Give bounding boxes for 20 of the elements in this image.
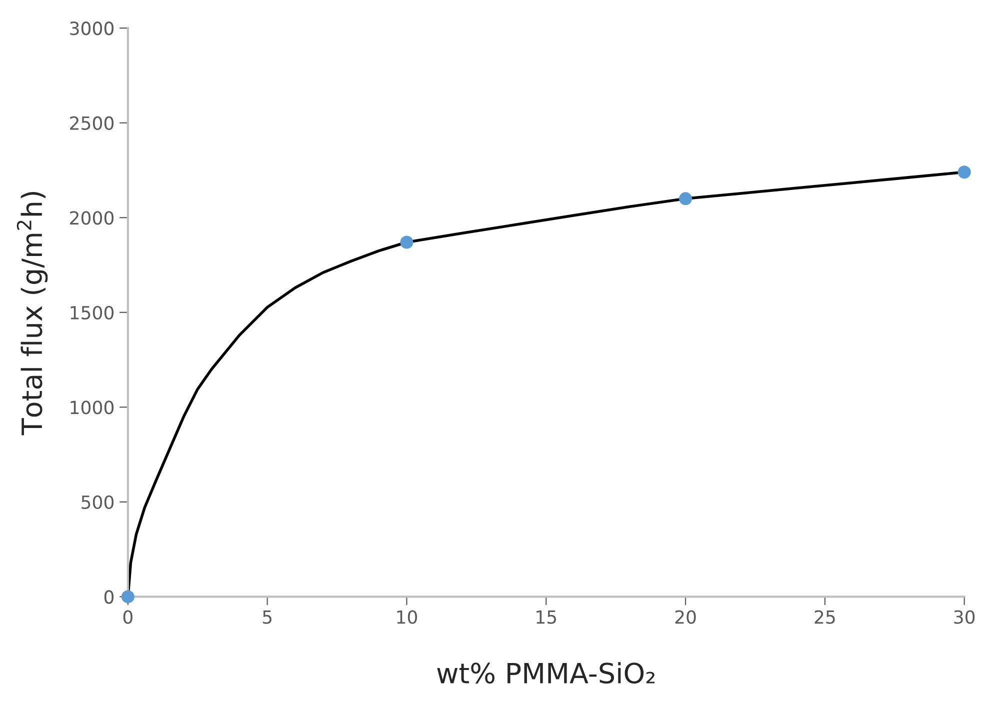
point <box>400 236 414 249</box>
y-axis-title: Total flux (g/m$^{2}$h) <box>16 192 48 436</box>
point <box>121 590 134 604</box>
y-tick-label: 0 <box>104 590 114 604</box>
y-tick-label: 1500 <box>70 306 114 320</box>
x-tick-label: 30 <box>954 610 975 624</box>
point <box>679 192 692 206</box>
y-tick-label: 1000 <box>70 400 114 414</box>
point <box>958 166 971 179</box>
y-tick-label: 2500 <box>70 116 114 130</box>
y-tick-label: 2000 <box>70 211 114 225</box>
x-tick-label: 15 <box>536 610 556 624</box>
x-tick-label: 10 <box>397 610 418 624</box>
x-tick-label: 20 <box>675 610 696 624</box>
y-tick-label: 3000 <box>70 22 114 36</box>
x-tick-label: 0 <box>123 610 132 624</box>
x-tick-label: 5 <box>262 610 272 624</box>
x-tick-label: 25 <box>814 610 835 624</box>
y-tick-label: 500 <box>82 495 114 510</box>
x-axis-title: wt% PMMA-SiO₂ <box>437 662 655 684</box>
